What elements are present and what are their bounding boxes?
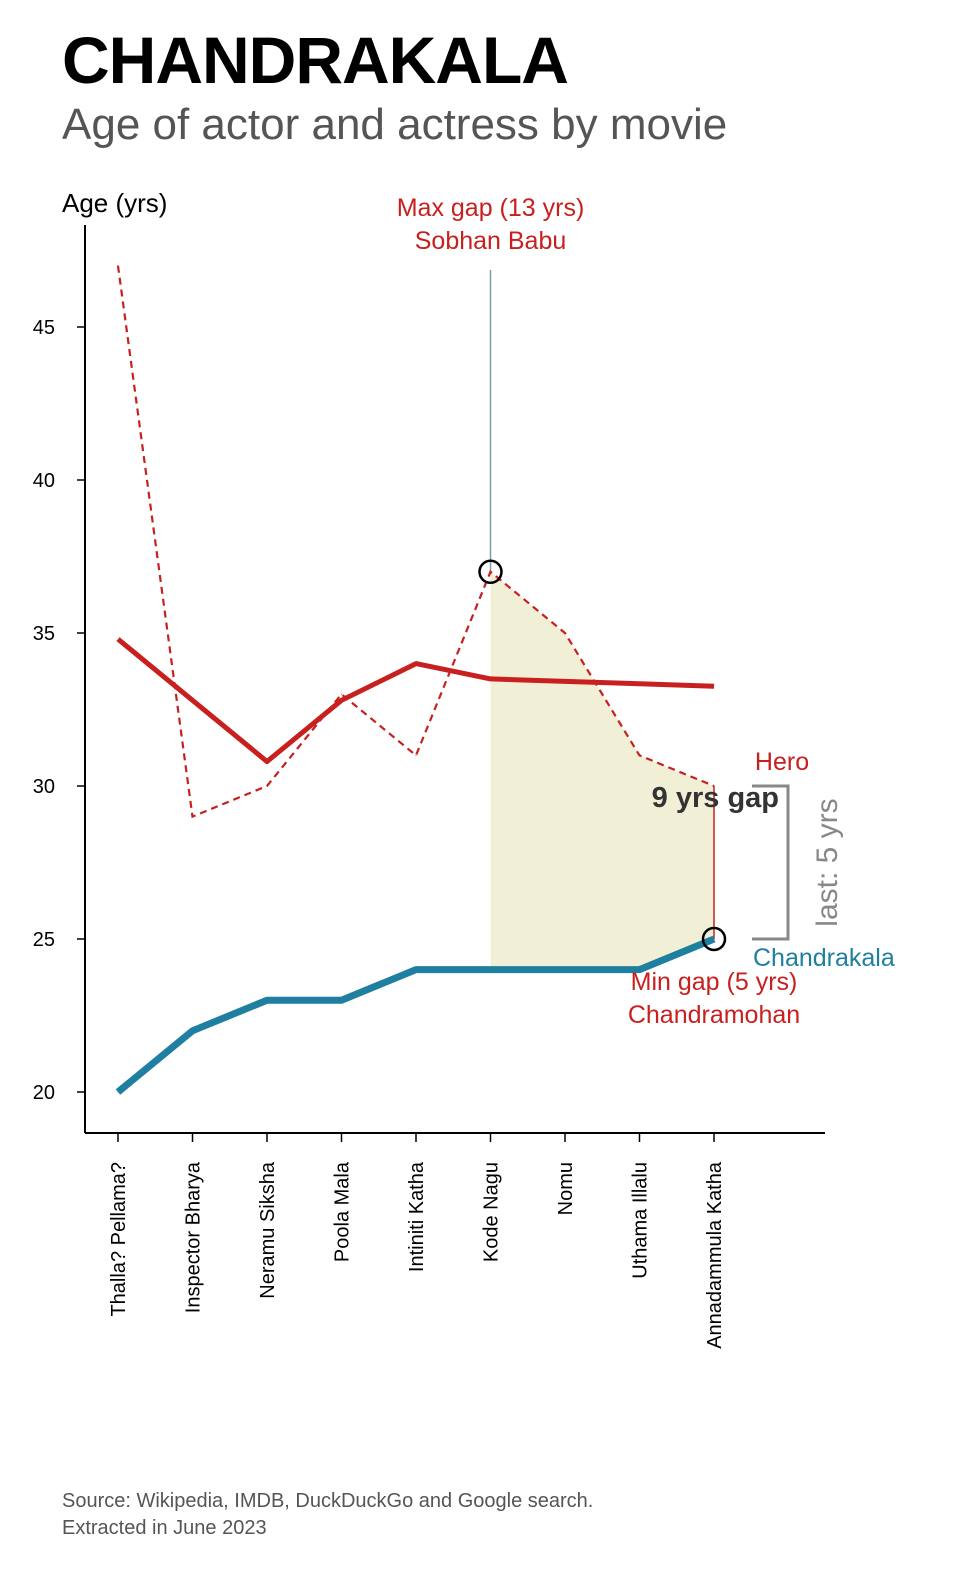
y-tick-label: 35: [33, 623, 55, 645]
x-tick-label: Thalla? Pellama?: [108, 1162, 130, 1317]
hero-point: [713, 785, 715, 787]
chart: Age (yrs) 20 25 30 35 40 45 Thalla? Pellama? In…: [33, 188, 895, 1349]
y-tick-label: 30: [33, 776, 55, 798]
actress-point: [564, 969, 566, 971]
min-gap-actor-label: Chandramohan: [628, 1001, 800, 1029]
hero-point: [266, 785, 268, 787]
source-line-2: Extracted in June 2023: [62, 1517, 267, 1539]
y-tick-label: 45: [33, 317, 55, 339]
max-gap-marker: [478, 559, 503, 585]
gap-label: 9 yrs gap: [652, 782, 779, 814]
hero-point: [192, 816, 193, 818]
hero-point: [639, 754, 640, 756]
actress-point: [117, 1091, 119, 1093]
min-gap-marker: [701, 926, 727, 952]
hero-point: [341, 693, 342, 695]
x-tick-label: Kode Nagu: [481, 1162, 503, 1262]
hero-point: [415, 754, 417, 756]
hero-point: [564, 632, 566, 634]
max-gap-label: Max gap (13 yrs): [397, 194, 585, 222]
actress-point: [639, 969, 640, 971]
actress-point: [415, 969, 417, 971]
chart-title: CHANDRAKALA: [62, 23, 569, 97]
x-tick-label: Nomu: [555, 1162, 577, 1215]
x-tick-label: Intiniti Katha: [406, 1161, 428, 1272]
chart-subtitle: Age of actor and actress by movie: [62, 100, 728, 149]
gap-shade-area: [490, 571, 714, 970]
x-tick-label: Neramu Siksha: [257, 1161, 279, 1299]
hero-legend-label: Hero: [755, 748, 809, 776]
y-tick-label: 20: [33, 1082, 55, 1104]
actress-point: [490, 969, 491, 971]
y-tick-label: 40: [33, 470, 55, 492]
actress-point: [266, 999, 268, 1001]
source-line-1: Source: Wikipedia, IMDB, DuckDuckGo and …: [62, 1490, 594, 1512]
last-gap-label: last: 5 yrs: [811, 798, 844, 926]
last-gap-bracket: [752, 784, 790, 941]
y-axis-label: Age (yrs): [62, 188, 167, 218]
y-tick-label: 25: [33, 929, 55, 951]
hero-point: [117, 265, 119, 267]
source-note: Source: Wikipedia, IMDB, DuckDuckGo and …: [62, 1488, 593, 1542]
hero-point: [490, 571, 491, 573]
max-gap-actor-label: Sobhan Babu: [415, 227, 567, 255]
hero-trend-line: [116, 637, 715, 765]
hero-age-line: [116, 265, 715, 819]
actress-point: [341, 999, 342, 1001]
actress-point: [713, 938, 715, 940]
actress-legend-label: Chandrakala: [753, 944, 895, 972]
x-tick-label: Annadammula Katha: [704, 1161, 726, 1349]
min-gap-label: Min gap (5 yrs): [631, 968, 798, 996]
x-tick-label: Inspector Bharya: [183, 1161, 205, 1313]
actress-point: [192, 1030, 193, 1032]
x-tick-label: Poola Mala: [332, 1161, 354, 1262]
x-tick-label: Uthama Illalu: [630, 1162, 652, 1279]
